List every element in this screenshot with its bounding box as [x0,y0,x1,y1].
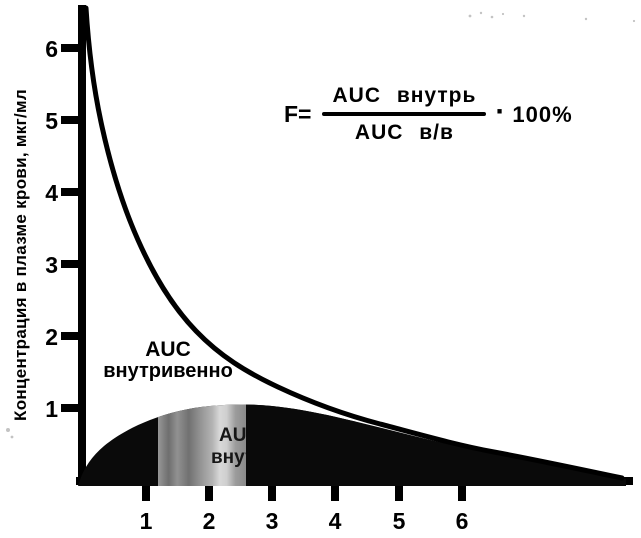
y-axis-tick-labels: 6 5 4 3 2 1 [45,36,58,422]
formula-numerator: AUC внутрь [332,84,477,107]
x-tick-3: 3 [266,508,279,534]
multiplication-dot: · [495,94,506,128]
iv-curve [83,5,625,481]
x-tick-1: 1 [140,508,153,534]
iv-auc-label-line2: внутривенно [103,360,233,382]
y-tick-1: 1 [45,396,58,422]
y-tick-6: 6 [45,36,58,62]
y-axis-title: Концентрация в плазме крови, мкг/мл [11,89,30,421]
scan-patch [158,404,246,486]
y-tick-2: 2 [45,324,58,350]
bioavailability-formula: F= AUC внутрь AUC в/в · 100% [284,84,573,145]
x-axis-tick-labels: 1 2 3 4 5 6 [140,508,469,534]
x-tick-4: 4 [329,508,342,534]
y-tick-5: 5 [45,108,58,134]
y-axis-ticks [61,44,80,412]
x-tick-5: 5 [393,508,406,534]
x-tick-2: 2 [203,508,216,534]
iv-auc-label-line1: AUC [145,338,191,361]
formula-denominator: AUC в/в [354,121,454,144]
formula-percent: 100% [512,101,573,127]
y-axis-line [78,5,86,485]
formula-fraction: AUC внутрь AUC в/в [322,84,487,145]
y-tick-4: 4 [45,180,58,206]
x-tick-6: 6 [456,508,469,534]
y-tick-3: 3 [45,252,58,278]
x-axis-ticks [142,484,466,501]
patch-black-cover [246,404,356,486]
formula-lhs: F= [284,101,312,127]
fraction-bar [322,112,487,116]
scan-noise [6,11,636,439]
